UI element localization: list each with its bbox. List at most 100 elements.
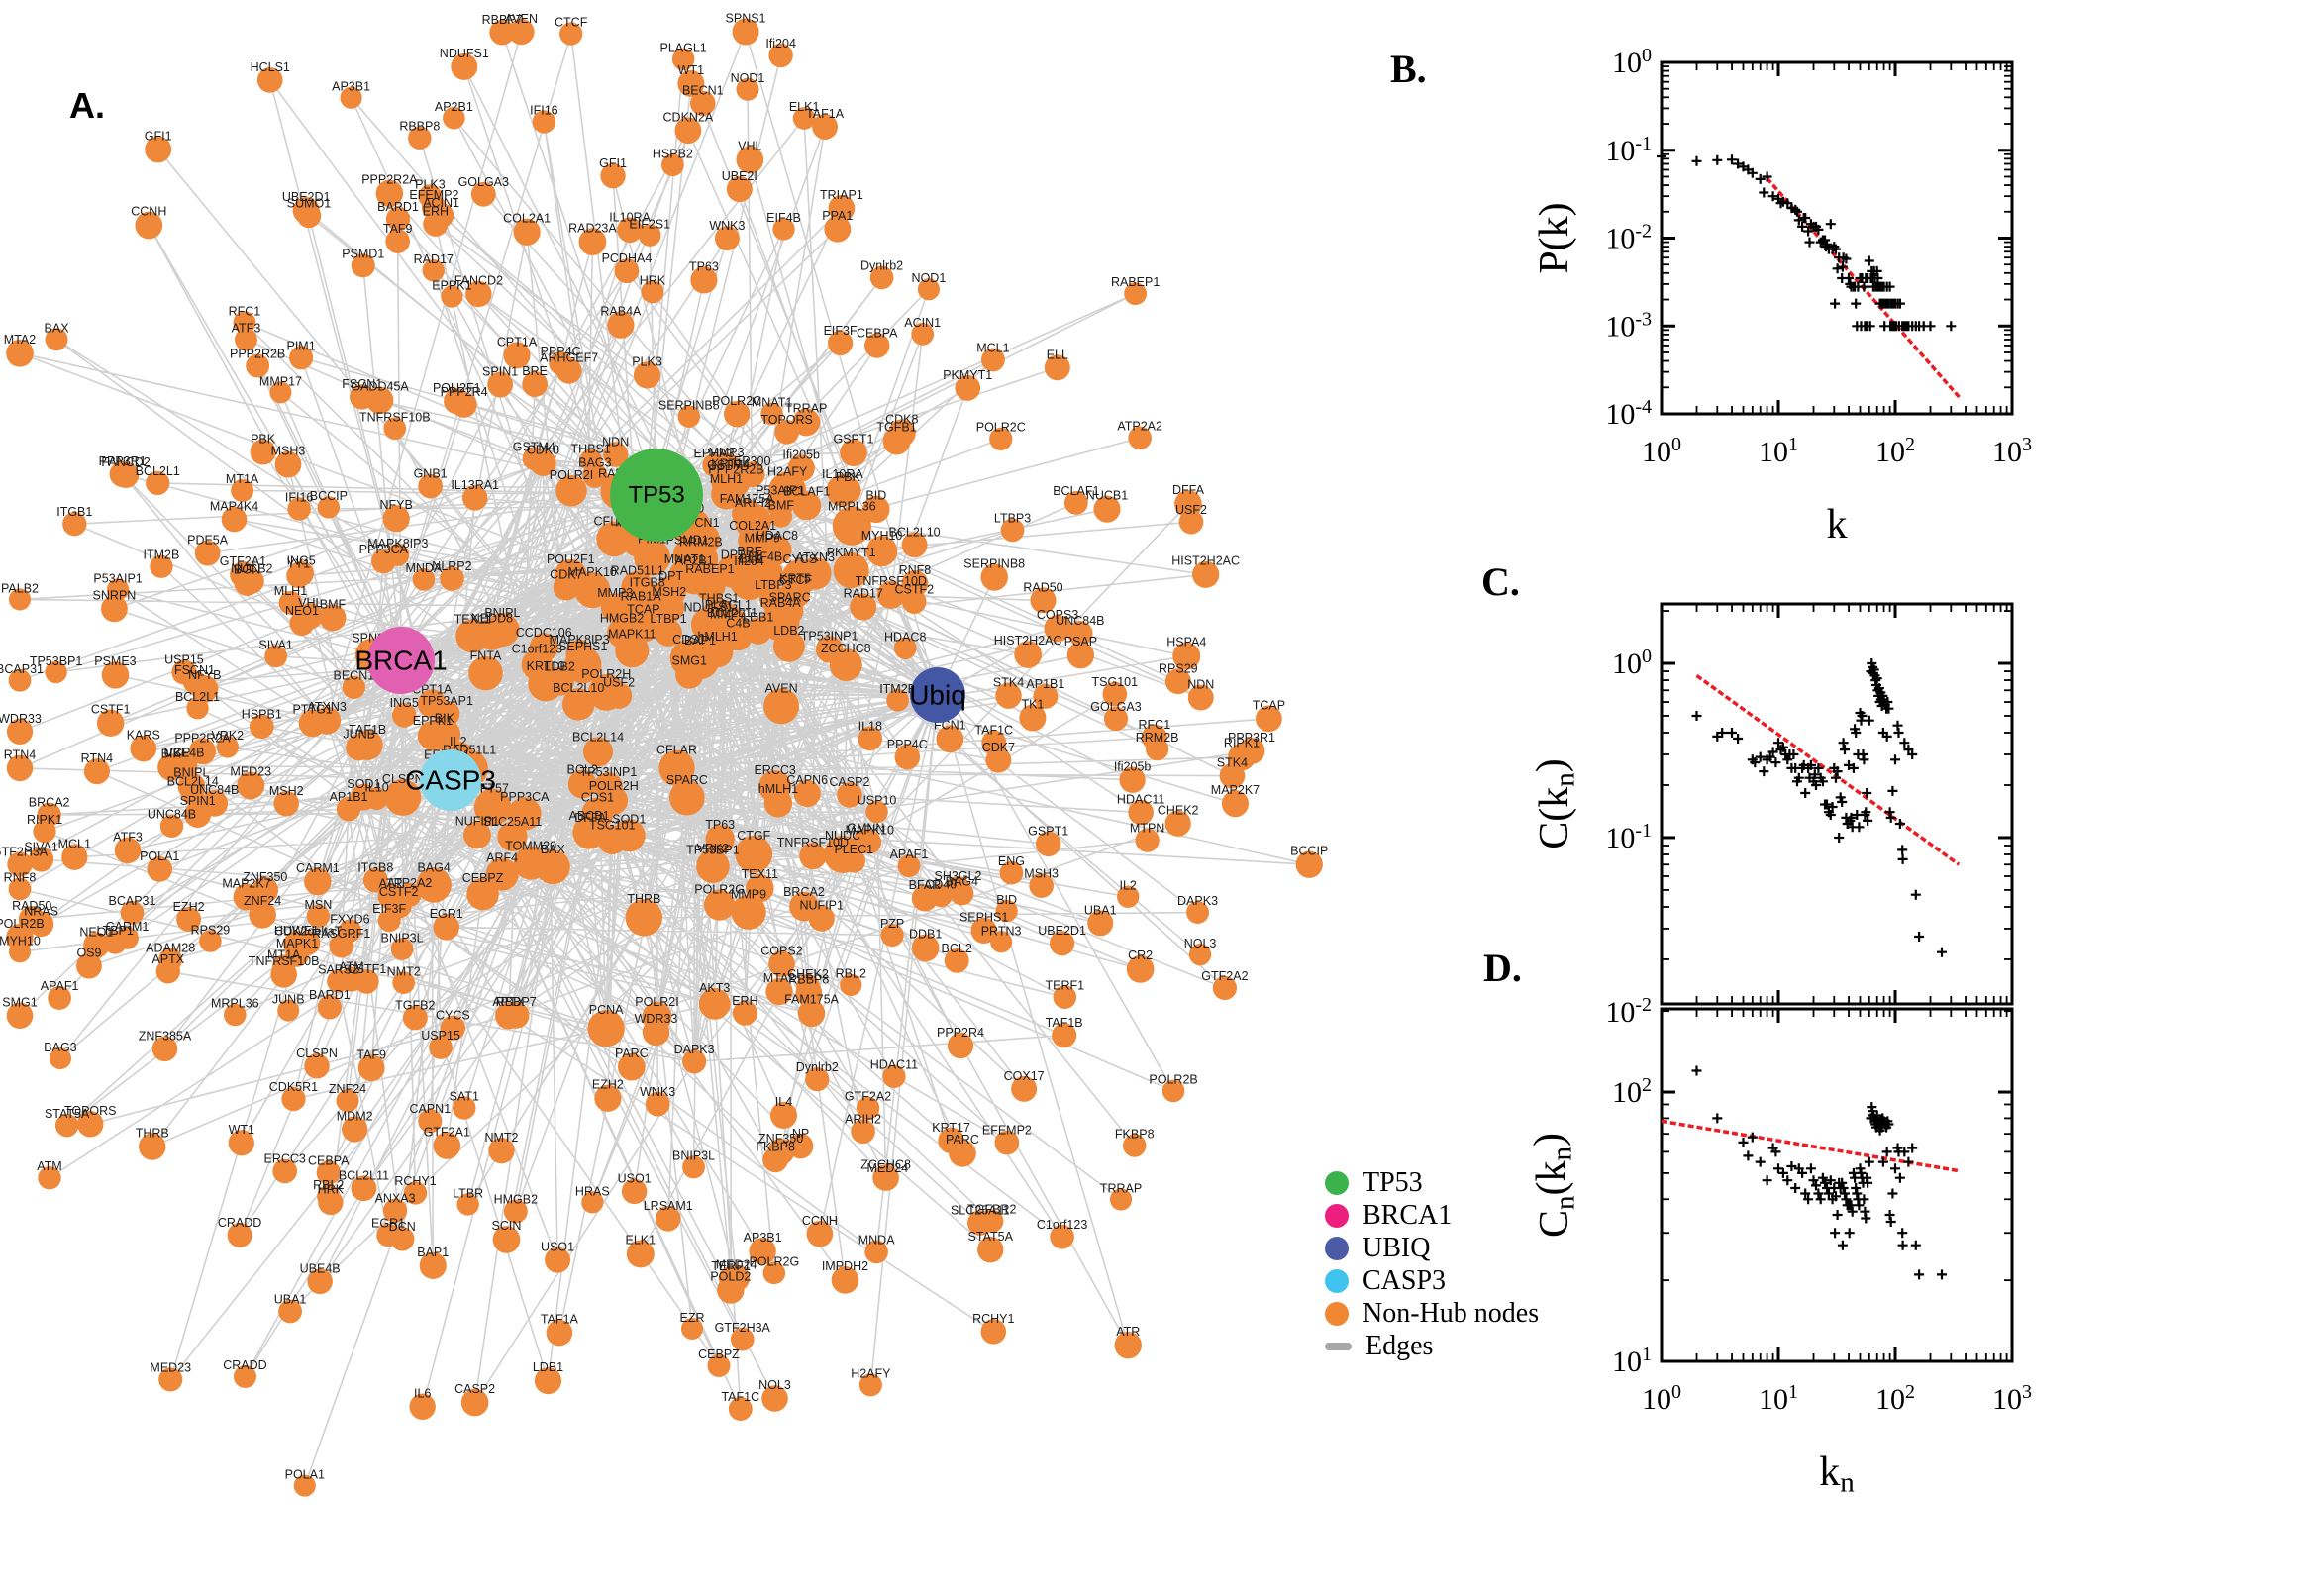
gene-label: RAD50 (1023, 580, 1062, 594)
gene-label: PSME3 (94, 654, 136, 668)
network-node (465, 280, 492, 308)
network-node (828, 330, 854, 356)
gene-label: PDE5A (187, 534, 229, 548)
network-node (351, 253, 375, 278)
gene-label: H2AFY (851, 1366, 891, 1380)
gene-label: ERH (732, 994, 758, 1008)
network-node (278, 1299, 302, 1324)
gene-label: MED23 (150, 1360, 191, 1374)
gene-label: RAB4A (600, 305, 642, 319)
gene-label: PPP4C (887, 738, 928, 751)
gene-label: RIPK1 (27, 813, 62, 827)
gene-label: MED24 (867, 1161, 909, 1175)
network-node (763, 789, 793, 818)
network-node (882, 427, 911, 455)
network-node (508, 797, 542, 831)
gene-label: NMT2 (387, 964, 421, 978)
gene-label: TOMM20 (505, 839, 556, 852)
network-node (796, 973, 820, 998)
network-node (707, 1353, 731, 1377)
gene-label: CD40 (925, 877, 957, 891)
gene-label: TNFRSF10B (359, 410, 431, 424)
network-node (228, 1130, 254, 1156)
hub-node-brca1 (367, 627, 435, 694)
network-node (429, 1036, 453, 1059)
gene-label: MMP3 (597, 586, 633, 600)
gene-label: MSH2 (269, 784, 304, 798)
gene-label: MNDA (858, 1234, 895, 1247)
network-node (385, 892, 412, 919)
network-node (287, 497, 311, 521)
axis-ticks (1660, 604, 2014, 1004)
gene-label: FNTA (470, 649, 502, 663)
network-node (840, 439, 867, 467)
gene-label: MAPK10 (568, 565, 617, 579)
gene-labels: C1orf123 HDAC11 PARC SEPHS1 TEX11 MT1A SLC25A1… (0, 11, 1328, 1481)
scatter-markers (1657, 151, 1957, 332)
network-node (917, 278, 940, 301)
network-node (765, 978, 793, 1006)
gene-label: MYH10 (861, 529, 903, 543)
gene-label: WNK3 (640, 1085, 675, 1099)
network-node (158, 948, 183, 972)
network-node (627, 609, 660, 643)
node-swatch-icon (1325, 1204, 1349, 1228)
gene-label: ITM2B (144, 549, 180, 562)
gene-label: GTF2A1 (220, 554, 266, 568)
network-node (273, 790, 299, 817)
network-node (681, 1049, 707, 1074)
network-node (101, 661, 130, 689)
network-node (638, 224, 661, 247)
gene-label: DAPK3 (674, 1043, 715, 1056)
network-node (864, 1240, 888, 1264)
gene-label: ZNF24 (244, 894, 281, 908)
network-node (578, 228, 607, 256)
gene-label: NUCB1 (1086, 489, 1128, 503)
gene-label: CTGF (737, 829, 770, 843)
network-node (674, 117, 702, 145)
panel-b-plot: 100 101 102 103 100 10-1 10-2 10-3 10-4 k P(k) (1532, 45, 2032, 548)
hub-label-tp53: TP53 (628, 482, 684, 509)
gene-label: PLEC1 (834, 843, 873, 856)
network-node (1063, 490, 1088, 515)
network-node (1162, 1079, 1185, 1103)
network-node (587, 674, 625, 711)
gene-label: CHEK2 (787, 967, 829, 981)
gene-label: H2AFY (767, 465, 808, 479)
network-node (642, 1018, 670, 1047)
network-node (319, 604, 347, 632)
gene-label: RABEP1 (685, 562, 734, 576)
network-node (614, 258, 640, 284)
gene-label: MDM2 (337, 1109, 373, 1123)
network-node (1114, 1331, 1142, 1359)
network-node (286, 563, 311, 588)
gene-label: SPARC (666, 773, 708, 787)
gene-label: LTBP3 (755, 578, 791, 592)
gene-label: BNIP3L (381, 931, 424, 945)
network-node (980, 1319, 1007, 1345)
gene-label: TRRAP (785, 401, 827, 415)
network-node (763, 688, 800, 725)
network-node (947, 1033, 974, 1059)
network-node (797, 999, 826, 1028)
gene-label: CARM1 (296, 861, 340, 875)
gene-label: HIST2H2AC (1171, 554, 1240, 568)
network-node (564, 646, 602, 684)
hub-label-brca1: BRCA1 (354, 646, 447, 676)
network-node (188, 738, 216, 765)
network-node (269, 381, 292, 404)
gene-label: MLH1 (274, 584, 307, 598)
network-node (842, 849, 865, 873)
protein-network-panel: C1orf123 HDAC11 PARC SEPHS1 TEX11 MT1A SLC25A1… (0, 11, 1328, 1497)
gene-label: EGR1 (430, 907, 463, 921)
network-node (1117, 885, 1140, 908)
gene-label: BFAR (909, 878, 942, 892)
gene-label: ELL (1047, 348, 1068, 361)
gene-label: HSPA4 (1166, 636, 1206, 649)
gene-label: RBL2 (836, 967, 866, 981)
gene-label: NFYB (380, 498, 413, 512)
network-node (466, 877, 499, 911)
network-node (772, 630, 805, 662)
gene-label: ENG (998, 854, 1025, 868)
network-node (392, 971, 416, 994)
